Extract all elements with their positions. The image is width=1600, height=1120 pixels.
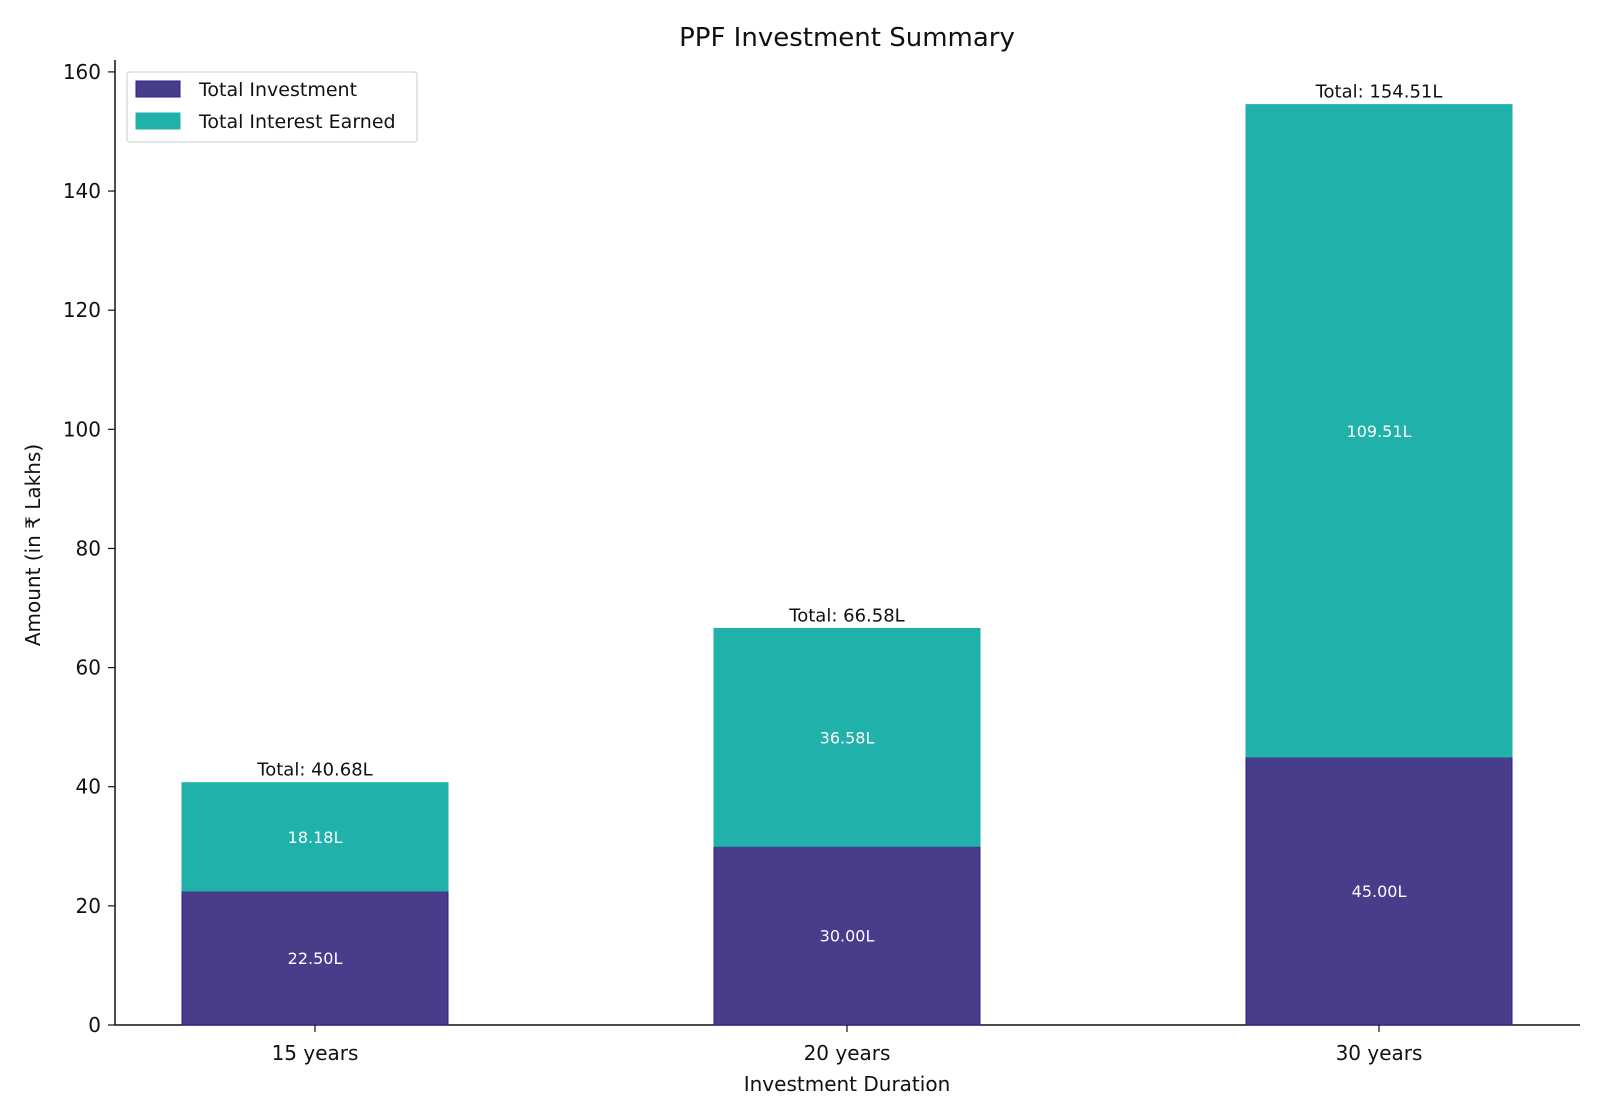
y-tick-label: 0 [88,1013,101,1037]
plot-area: 0 20 40 60 80 100 120 140 160 22.50L 18.18L Total: … [63,60,1580,1065]
bar-segment [713,627,981,847]
y-tick-label: 40 [76,775,101,799]
y-tick-label: 160 [63,60,101,84]
legend-box [126,71,418,143]
y-tick-label: 60 [76,656,101,680]
chart-title: PPF Investment Summary [679,23,1015,53]
x-tick-label: 15 years [272,1041,359,1065]
bar-segment-label: 109.51L [1347,422,1412,441]
y-tick-label: 140 [63,179,101,203]
bar-segment [1245,104,1513,758]
y-tick-label: 20 [76,894,101,918]
bar-segment [181,782,449,892]
legend-label: Total Investment [198,79,357,101]
y-tick-label: 80 [76,536,101,560]
legend-swatch [135,80,181,98]
bar-total-label: Total: 154.51L [1315,82,1443,103]
bar-segment [181,890,449,1026]
bar-segment [1245,756,1513,1026]
bar-total-label: Total: 66.58L [788,605,904,626]
bar-segment-label: 18.18L [288,828,343,847]
x-tick-label: 30 years [1336,1041,1423,1065]
y-axis-label: Amount (in ₹ Lakhs) [21,444,45,646]
x-tick-label: 20 years [804,1041,891,1065]
legend: Total Investment Total Interest Earned [126,71,418,143]
legend-label: Total Interest Earned [198,111,396,133]
y-tick-label: 120 [63,298,101,322]
legend-swatch [135,112,181,130]
y-tick-label: 100 [63,417,101,441]
bar-segment-label: 22.50L [288,949,343,968]
bar-segment-label: 36.58L [820,728,875,747]
x-axis-label: Investment Duration [744,1072,951,1096]
bar-segment-label: 45.00L [1352,882,1407,901]
bar-segment-label: 30.00L [820,927,875,946]
bar-total-label: Total: 40.68L [256,760,372,781]
